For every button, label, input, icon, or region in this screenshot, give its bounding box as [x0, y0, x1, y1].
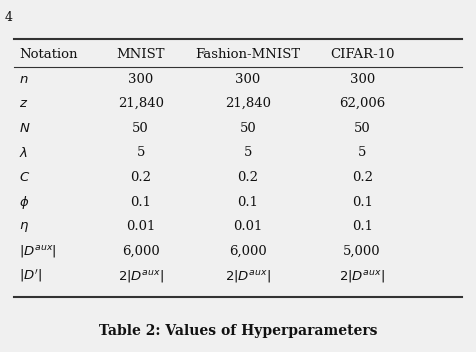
Text: 300: 300 — [128, 73, 153, 86]
Text: CIFAR-10: CIFAR-10 — [330, 48, 395, 61]
Text: $\lambda$: $\lambda$ — [19, 146, 28, 160]
Text: Fashion-MNIST: Fashion-MNIST — [196, 48, 301, 61]
Text: 62,006: 62,006 — [339, 97, 385, 110]
Text: $\eta$: $\eta$ — [19, 220, 29, 234]
Text: 0.01: 0.01 — [126, 220, 155, 233]
Text: 21,840: 21,840 — [225, 97, 271, 110]
Text: Notation: Notation — [19, 48, 78, 61]
Text: 300: 300 — [236, 73, 261, 86]
Text: $2|D^{aux}|$: $2|D^{aux}|$ — [225, 268, 271, 284]
Text: 300: 300 — [349, 73, 375, 86]
Text: 21,840: 21,840 — [118, 97, 164, 110]
Text: $z$: $z$ — [19, 97, 28, 110]
Text: 6,000: 6,000 — [122, 245, 159, 258]
Text: 5: 5 — [244, 146, 252, 159]
Text: 0.1: 0.1 — [352, 196, 373, 209]
Text: $2|D^{aux}|$: $2|D^{aux}|$ — [339, 268, 385, 284]
Text: MNIST: MNIST — [117, 48, 165, 61]
Text: $|D^{aux}|$: $|D^{aux}|$ — [19, 243, 57, 259]
Text: 6,000: 6,000 — [229, 245, 267, 258]
Text: 5: 5 — [358, 146, 367, 159]
Text: 0.2: 0.2 — [130, 171, 151, 184]
Text: 50: 50 — [132, 122, 149, 135]
Text: 0.1: 0.1 — [130, 196, 151, 209]
Text: 50: 50 — [240, 122, 257, 135]
Text: 5,000: 5,000 — [343, 245, 381, 258]
Text: $N$: $N$ — [19, 122, 30, 135]
Text: Table 2: Values of Hyperparameters: Table 2: Values of Hyperparameters — [99, 324, 377, 338]
Text: 0.2: 0.2 — [238, 171, 258, 184]
Text: 0.1: 0.1 — [352, 220, 373, 233]
Text: 50: 50 — [354, 122, 370, 135]
Text: $n$: $n$ — [19, 73, 29, 86]
Text: 0.1: 0.1 — [238, 196, 258, 209]
Text: 0.2: 0.2 — [352, 171, 373, 184]
Text: 0.01: 0.01 — [233, 220, 263, 233]
Text: 4: 4 — [5, 11, 13, 24]
Text: $2|D^{aux}|$: $2|D^{aux}|$ — [118, 268, 164, 284]
Text: $C$: $C$ — [19, 171, 30, 184]
Text: $|D'|$: $|D'|$ — [19, 268, 42, 284]
Text: $\phi$: $\phi$ — [19, 194, 30, 211]
Text: 5: 5 — [137, 146, 145, 159]
